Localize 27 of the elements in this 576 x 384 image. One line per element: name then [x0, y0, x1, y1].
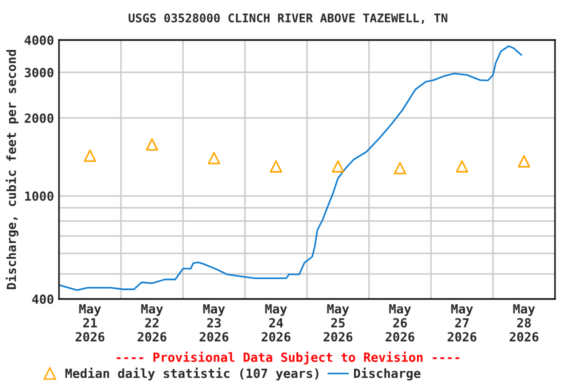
x-tick-label: May 23 2026: [200, 304, 228, 342]
x-tick-label: May 21 2026: [76, 304, 104, 342]
text: ---- Provisional Data Subject to Revision ----: [116, 352, 460, 364]
line-series: [59, 45, 522, 291]
y-tick-label: 2000: [24, 113, 54, 123]
x-tick-label: May 22 2026: [138, 304, 166, 342]
point: [456, 160, 468, 173]
chart-title: USGS 03528000 CLINCH RIVER ABOVE TAZEWELL, TN: [128, 13, 448, 24]
x-tick-label: May 27 2026: [448, 304, 476, 342]
legend-label: Median daily statistic (107 years): [65, 368, 318, 380]
y-axis-title: Discharge, cubic feet per second: [6, 50, 18, 290]
point: [270, 160, 282, 173]
point: [84, 150, 96, 162]
y-tick-label: 4000: [24, 35, 54, 45]
y-tick-label: 3000: [24, 68, 54, 78]
point: [146, 138, 158, 151]
x-tick-label: May 25 2026: [324, 304, 352, 342]
legend-label: Discharge: [354, 368, 420, 380]
point: [518, 155, 530, 168]
x-tick-label: May 26 2026: [386, 304, 414, 342]
y-tick-label: 1000: [25, 191, 54, 201]
y-tick-label: 400: [32, 294, 54, 304]
point: [394, 162, 406, 174]
point: [208, 152, 220, 164]
point: [332, 160, 344, 173]
x-tick-label: May 28 2026: [510, 304, 538, 342]
x-tick-label: May 24 2026: [262, 304, 290, 342]
